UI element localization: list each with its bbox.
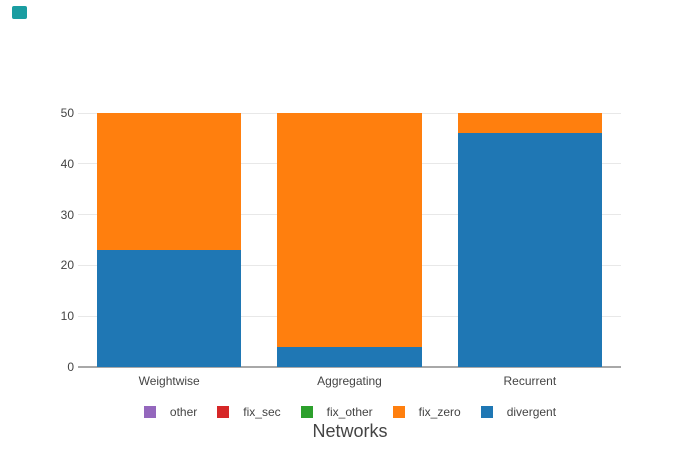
legend-swatch-icon xyxy=(300,406,313,418)
y-tick-label: 0 xyxy=(67,360,74,374)
bar-segment-fix_zero[interactable] xyxy=(96,113,242,251)
x-tick-label: Aggregating xyxy=(317,374,382,388)
y-tick-label: 20 xyxy=(60,258,74,273)
legend-swatch-icon xyxy=(217,406,230,418)
legend-label: fix_other xyxy=(326,405,373,419)
bar-segment-fix_zero[interactable] xyxy=(457,113,603,134)
legend-item-fix_sec[interactable]: fix_sec xyxy=(217,405,281,419)
corner-badge xyxy=(12,6,27,19)
bar-segment-divergent[interactable] xyxy=(457,133,603,367)
x-axis-title: Networks xyxy=(312,421,388,441)
legend-label: fix_sec xyxy=(243,405,281,419)
x-tick-label: Recurrent xyxy=(503,374,557,388)
y-tick-label: 10 xyxy=(60,309,74,324)
y-tick-label: 50 xyxy=(60,106,74,120)
legend-swatch-icon xyxy=(143,406,156,418)
bar-segment-divergent[interactable] xyxy=(96,250,242,367)
legend-swatch-icon xyxy=(392,406,405,418)
legend-swatch-icon xyxy=(480,406,493,418)
legend: other fix_sec fix_other fix_zero divergent xyxy=(0,404,700,420)
x-axis-line xyxy=(78,366,621,368)
legend-label: other xyxy=(169,405,198,419)
legend-item-fix_other[interactable]: fix_other xyxy=(300,405,373,419)
legend-item-divergent[interactable]: divergent xyxy=(480,405,557,419)
bar-segment-fix_zero[interactable] xyxy=(277,113,422,347)
y-tick-label: 40 xyxy=(60,156,74,171)
y-tick-label: 30 xyxy=(60,207,74,222)
legend-item-fix_zero[interactable]: fix_zero xyxy=(392,405,461,419)
x-tick-label: Weightwise xyxy=(138,374,200,388)
legend-label: fix_zero xyxy=(418,405,461,419)
legend-label: divergent xyxy=(506,405,557,419)
legend-item-other[interactable]: other xyxy=(143,405,198,419)
bar-segment-divergent[interactable] xyxy=(277,346,422,367)
